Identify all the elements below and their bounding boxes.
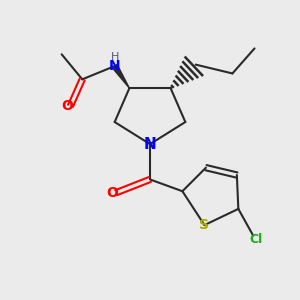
Text: H: H — [110, 52, 119, 62]
Text: N: N — [144, 136, 156, 152]
Text: O: O — [61, 99, 74, 113]
Text: Cl: Cl — [249, 233, 262, 246]
Text: S: S — [200, 218, 209, 232]
Text: O: O — [106, 186, 118, 200]
Polygon shape — [112, 64, 129, 88]
Text: N: N — [109, 59, 121, 73]
